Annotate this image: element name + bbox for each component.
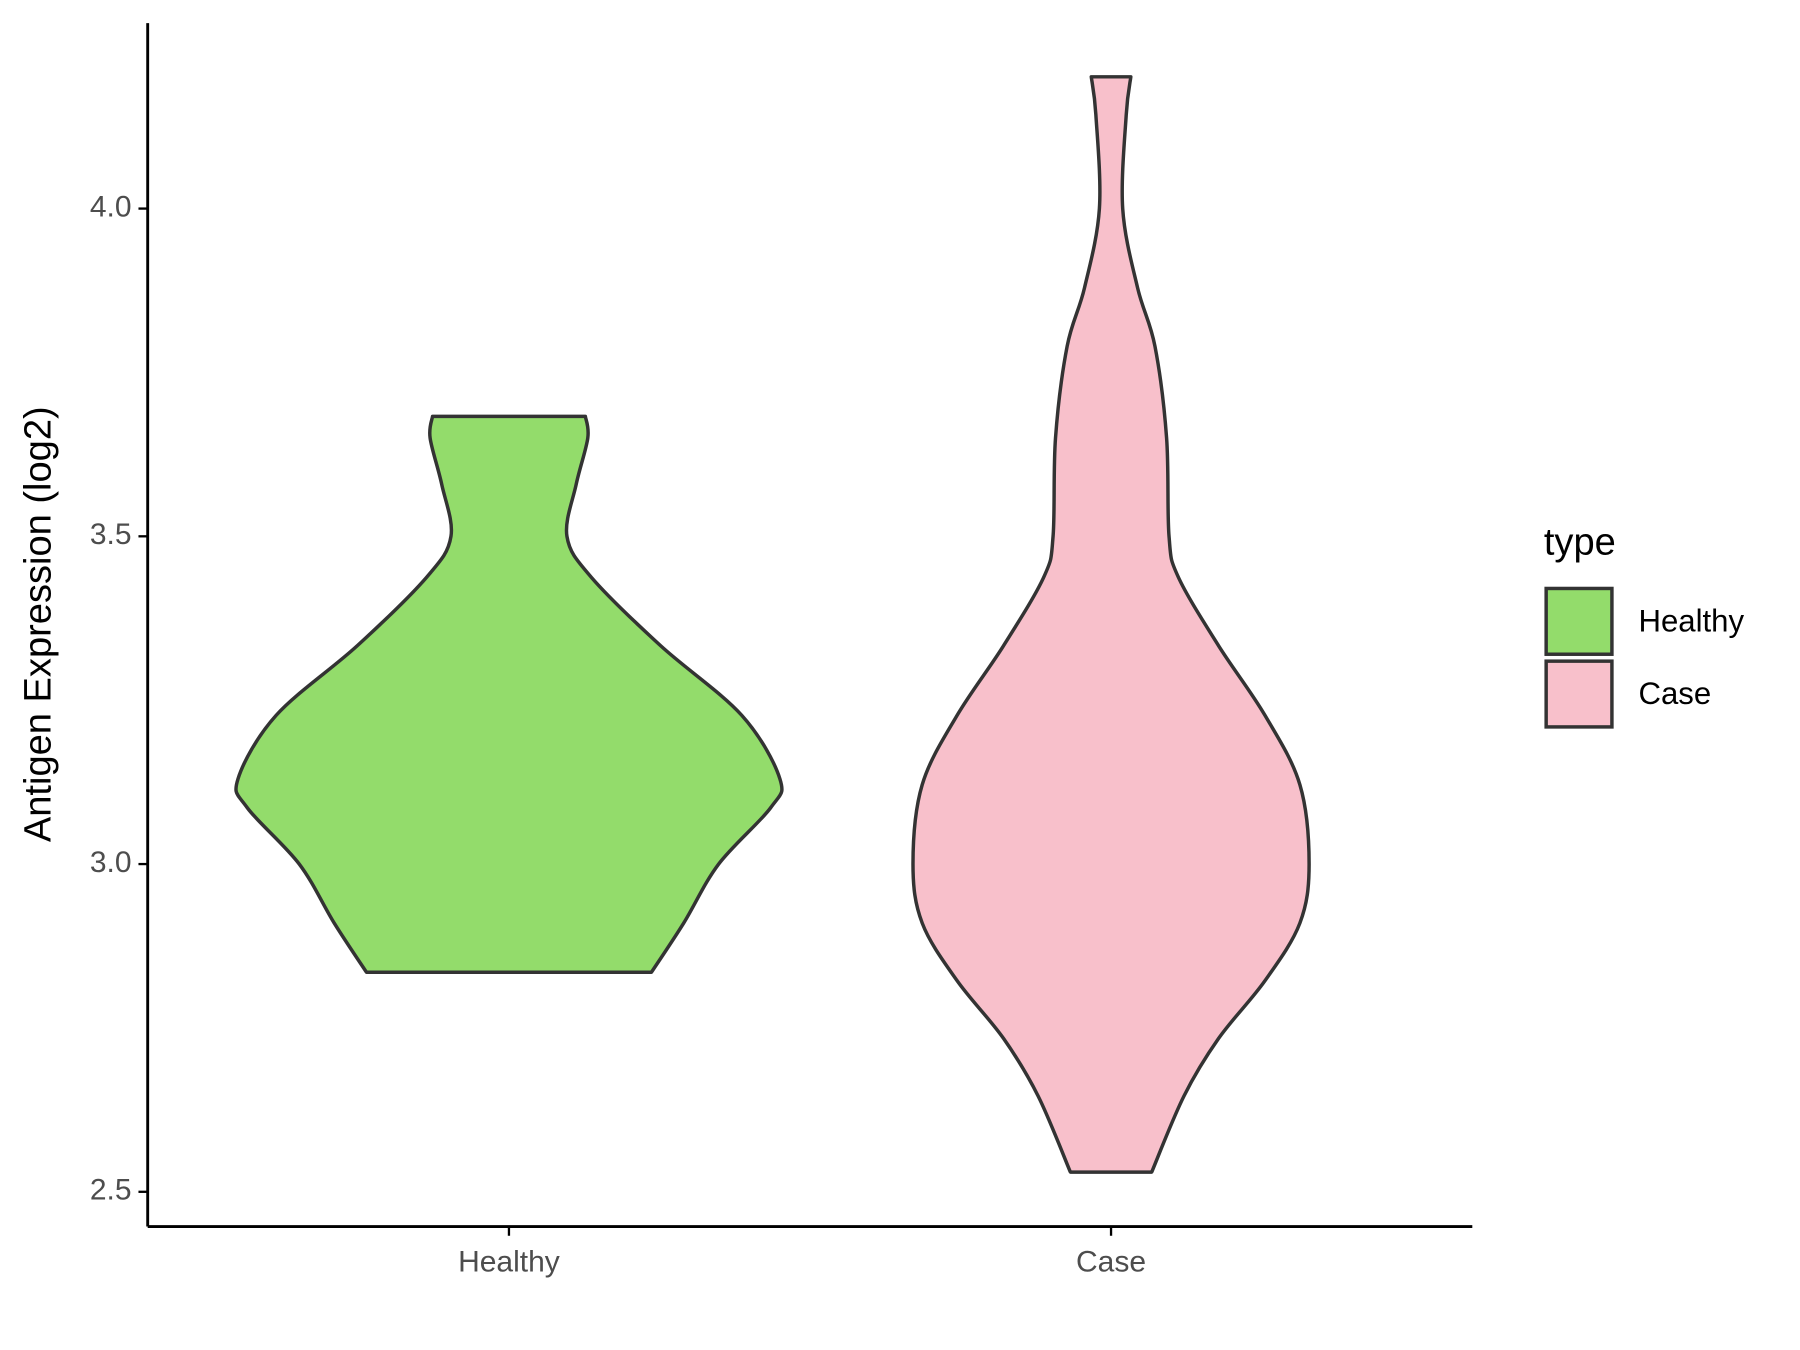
legend-label: Case [1638,676,1711,711]
x-tick-label: Healthy [458,1245,560,1278]
legend-swatch [1544,659,1614,729]
legend-label: Healthy [1638,603,1744,638]
legend-swatch [1544,586,1614,656]
legend-title: type [1544,522,1616,564]
y-tick-label: 3.0 [90,846,132,879]
y-tick-label: 4.0 [90,190,132,223]
violin [911,75,1311,1174]
x-tick-label: Case [1076,1245,1146,1278]
violin [234,414,784,974]
y-axis-title: Antigen Expression (log2) [17,406,59,842]
y-tick-label: 3.5 [90,518,132,551]
y-tick-label: 2.5 [90,1174,132,1207]
